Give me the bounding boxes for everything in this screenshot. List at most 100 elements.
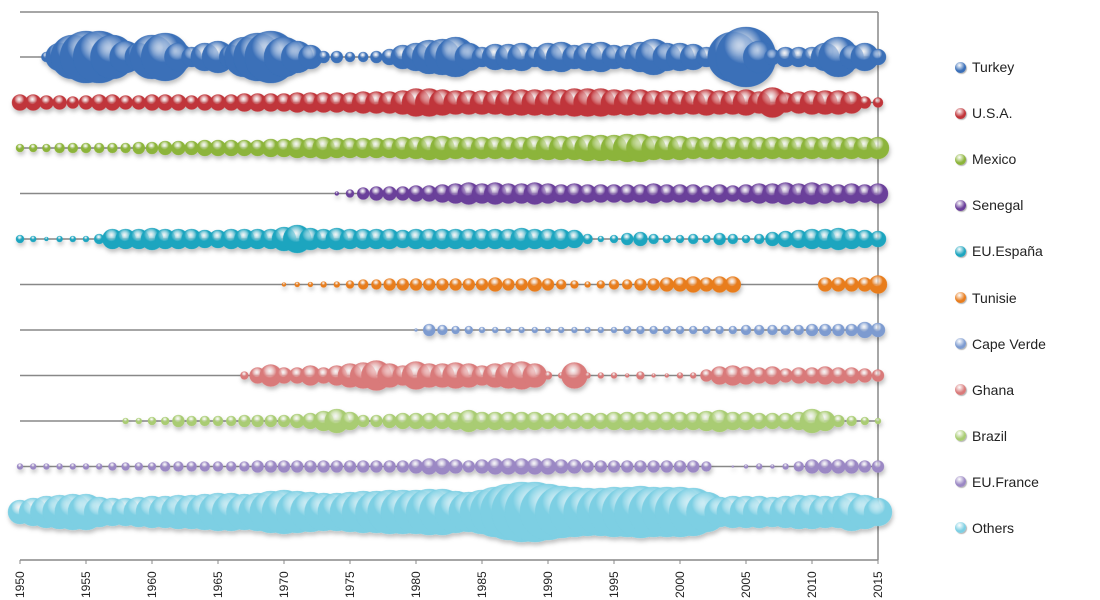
bubble: U.S.A. 1951: 8 [24, 94, 42, 111]
legend-marker-icon [955, 430, 966, 442]
bubble: EU.España 1993: 5 [582, 233, 593, 245]
bubble: Tunisie 1996: 5 [621, 279, 633, 290]
bubble: EU.France 1983: 7 [448, 459, 463, 474]
bubble: Mexico 1957: 5 [107, 142, 118, 154]
x-tick-label: 1985 [475, 571, 489, 598]
bubble: Tunisie 1995: 5 [608, 279, 620, 290]
bubble: EU.France 1994: 6 [594, 460, 608, 473]
bubble: EU.España 1952: 2 [44, 236, 49, 242]
bubble: Tunisie 1997: 6 [634, 278, 647, 291]
bubble: Cape Verde 2006: 5 [753, 324, 765, 336]
bubble: Cape Verde 1988: 3 [518, 326, 525, 334]
bubble: Cape Verde 1983: 4 [451, 325, 460, 335]
bubble: Cape Verde 2005: 5 [740, 324, 752, 336]
bubble: EU.France 1991: 7 [553, 459, 569, 474]
bubble: EU.España 2006: 5 [753, 233, 765, 245]
bubble: Cape Verde 2004: 4 [728, 325, 738, 335]
x-tick-label: 2015 [871, 571, 885, 598]
bubble: Tunisie 1972: 2.5 [307, 281, 314, 288]
legend-label: Senegal [972, 197, 1024, 214]
bubble: Turkey 1975: 5 [344, 51, 356, 63]
bubble: Tunisie 1990: 6 [541, 278, 555, 291]
legend-marker-icon [955, 476, 966, 488]
bubble: Cape Verde 1992: 3 [571, 326, 578, 334]
bubble: EU.France 1959: 4 [134, 462, 144, 471]
legend-label: Mexico [972, 151, 1017, 168]
bubble: Senegal 1978: 7 [382, 186, 397, 201]
bubble: Mexico 1960: 6 [145, 141, 159, 155]
bubble: Tunisie 1999: 7 [659, 277, 675, 292]
bubble: EU.France 1971: 6 [290, 460, 304, 473]
bubble: Brazil 1976: 6 [356, 414, 370, 428]
bubble: Brazil 1963: 5 [186, 415, 197, 427]
legend: Turkey U.S.A. Mexico Senegal EU.España Tunisi… [955, 44, 1095, 551]
legend-label: Brazil [972, 427, 1008, 444]
bubble: EU.France 1950: 3 [16, 463, 24, 470]
bubble: EU.France 1964: 5 [199, 461, 211, 472]
legend-label: EU.France [972, 473, 1039, 490]
bubble: Tunisie 2004: 8 [724, 276, 742, 293]
bubble: EU.France 1999: 6 [660, 460, 674, 473]
bubble: EU.France 1985: 7 [474, 459, 490, 474]
bubble: Brazil 1975: 9 [340, 411, 360, 431]
bubble: EU.France 1974: 6 [330, 460, 344, 473]
bubble: Cape Verde 1984: 4 [464, 325, 474, 335]
bubble: Cape Verde 2007: 5 [767, 324, 778, 336]
x-tick-label: 1970 [277, 571, 291, 598]
bubble: Cape Verde 1999: 4 [662, 325, 672, 335]
bubble: EU.España 2005: 4 [741, 234, 751, 244]
bubble: Tunisie 1975: 4 [345, 280, 355, 289]
bubble: Mexico 1956: 5 [93, 142, 105, 154]
bubble: EU.España 2003: 6 [713, 232, 726, 246]
bubble: Ghana 1996: 2 [624, 373, 630, 378]
bubble: Brazil 2015: 3 [874, 417, 882, 425]
x-tick-label: 1975 [343, 571, 357, 598]
bubble: Mexico 1961: 7 [157, 140, 173, 156]
bubble: Tunisie 1974: 3 [333, 281, 341, 288]
bubble: Cape Verde 2000: 4 [675, 325, 685, 335]
bubble: Brazil 2014: 4 [860, 416, 870, 426]
bubble: Cape Verde 1998: 4 [649, 325, 658, 335]
bubble: Mexico 1962: 7 [171, 140, 186, 156]
bubble: EU.España 2004: 5 [727, 233, 739, 245]
series-others: Others 1950: 12Others 1951: 14Others 195… [7, 481, 893, 543]
legend-marker-icon [955, 245, 966, 257]
bubble: Tunisie 1989: 7 [527, 277, 543, 292]
bubble: Tunisie 1979: 6 [396, 278, 410, 291]
bubble: Brazil 1964: 5 [199, 415, 211, 427]
bubble: Cape Verde 2012: 6 [832, 323, 845, 337]
bubble: EU.France 1954: 3 [69, 463, 77, 470]
bubble: Tunisie 1982: 6 [436, 278, 449, 291]
series-ghana: Ghana 1967: 4Ghana 1968: 8Ghana 1969: 11… [20, 360, 885, 391]
legend-item: Ghana [955, 367, 1095, 413]
legend-item: EU.France [955, 459, 1095, 505]
bubble: U.S.A. 1954: 6 [66, 96, 80, 109]
bubble: Brazil 2013: 5 [846, 415, 857, 427]
bubble: Tunisie 1991: 5 [555, 279, 567, 290]
bubble: EU.España 1998: 5 [648, 233, 659, 245]
bubble: U.S.A. 2014: 6 [858, 96, 872, 109]
bubble: EU.France 2001: 6 [686, 460, 700, 473]
bubble: Mexico 1951: 4 [28, 143, 38, 153]
bubble: Cape Verde 1982: 5 [437, 324, 448, 336]
bubble: Cape Verde 1987: 3 [505, 326, 512, 334]
legend-label: EU.España [972, 243, 1043, 260]
bubble: EU.France 2008: 3 [782, 463, 789, 470]
bubble: Turkey 1974: 6 [330, 50, 344, 64]
bubble: Senegal 1975: 4 [345, 189, 355, 198]
bubble: Ghana 1995: 3 [610, 372, 618, 379]
bubble: EU.France 2000: 6 [673, 460, 687, 473]
bubble: EU.France 2012: 7 [831, 459, 846, 474]
bubble: EU.France 2009: 5 [793, 461, 805, 472]
bubble: Mexico 1955: 5 [80, 142, 92, 154]
legend-marker-icon [955, 292, 966, 304]
bubble: Mexico 1958: 5 [120, 142, 131, 154]
bubble: Cape Verde 1996: 4 [622, 325, 632, 335]
bubble: EU.France 1969: 6 [264, 460, 278, 473]
bubble: Turkey 1977: 6 [370, 50, 383, 64]
bubble: EU.France 1997: 6 [634, 460, 647, 473]
bubble: EU.France 1975: 6 [343, 460, 357, 473]
bubble: Tunisie 1983: 6 [449, 278, 462, 291]
bubble: EU.France 1957: 4 [108, 462, 117, 471]
